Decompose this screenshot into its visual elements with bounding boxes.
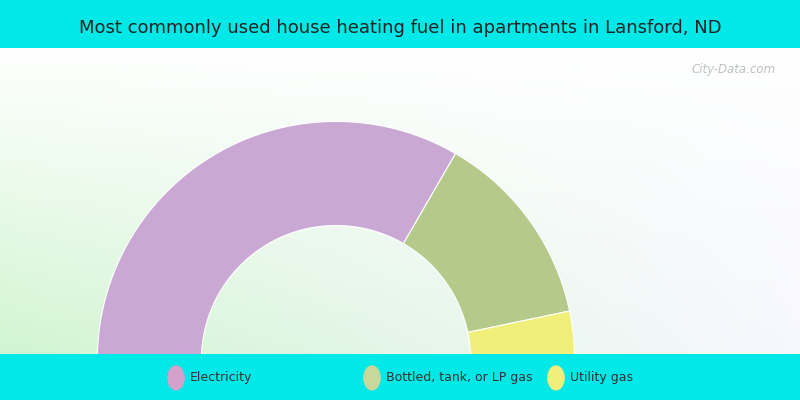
Text: Electricity: Electricity (190, 372, 252, 384)
Polygon shape (403, 154, 570, 332)
Text: Utility gas: Utility gas (570, 372, 633, 384)
Text: City-Data.com: City-Data.com (692, 63, 776, 76)
Text: Most commonly used house heating fuel in apartments in Lansford, ND: Most commonly used house heating fuel in… (78, 19, 722, 37)
Ellipse shape (363, 365, 381, 390)
Text: Bottled, tank, or LP gas: Bottled, tank, or LP gas (386, 372, 532, 384)
Polygon shape (98, 122, 455, 360)
Polygon shape (468, 311, 574, 360)
Ellipse shape (547, 365, 565, 390)
Ellipse shape (167, 365, 185, 390)
